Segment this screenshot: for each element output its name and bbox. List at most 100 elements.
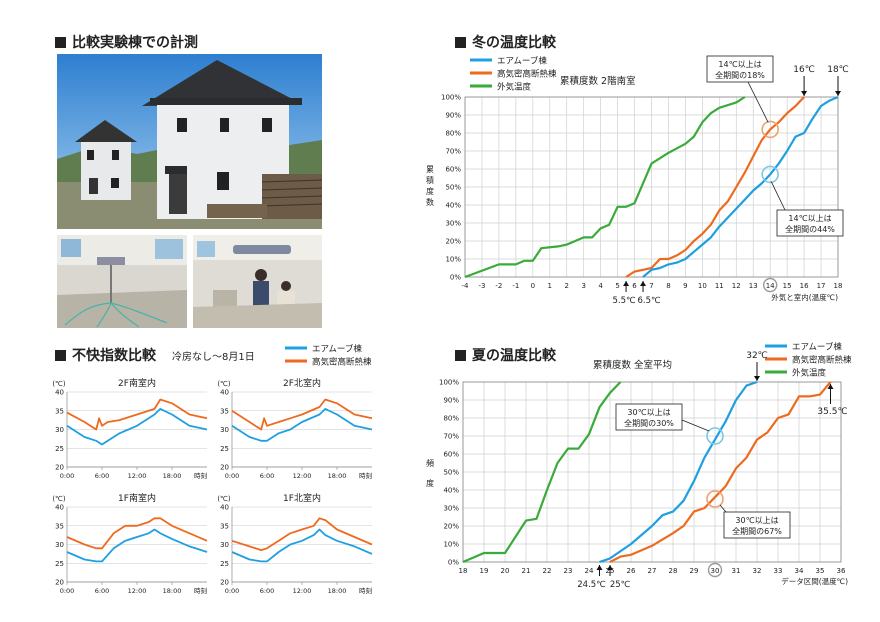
y-tick-label: 20% [443,523,459,531]
winter-chart: -4 -3 -2 -1 0 1 2 3 4 5 6 7 8 9 10 11 12 13 14 15 16 17 180%10… [426,56,849,307]
x-tick-label: 20 [501,567,510,575]
highlight-tick-circle [762,277,778,293]
x-tick-label: 22 [543,567,552,575]
di_1f_north-series-airmove [231,528,373,563]
y-tick-label: 60% [445,166,461,174]
x-tick-label: 12:00 [293,587,312,595]
section-marker [55,36,66,48]
y-tick-label: 50% [445,184,461,192]
x-tick-label: 6:00 [260,587,275,595]
x-tick-label: 12:00 [128,587,147,595]
di_1f_north-title: 1F北室内 [283,492,321,504]
x-tick-label: 35 [816,567,825,575]
x-tick-label: 36 [837,567,846,575]
callout-leader [719,504,727,513]
x-tick-label: 0:00 [225,472,240,480]
winter-airmove-marker [761,165,779,184]
summer-callout-highseal-text: 全期間の67% [732,526,782,536]
y-tick-label: 80% [445,130,461,138]
x-tick-label: 5 [615,282,619,290]
arrow-head [801,91,808,96]
x-tick-label: 18 [459,567,468,575]
y-tick-label: 35 [220,407,229,415]
y-tick-label: 50% [443,469,459,477]
x-tick-label: 11 [715,282,724,290]
arrow-head [640,281,647,286]
legend-label-outside: 外気温度 [497,82,532,93]
x-tick-label: 10 [698,282,707,290]
winter-callout-highseal-text: 14℃以上は [718,60,761,69]
x-tick-label: 18:00 [328,587,347,595]
winter-title-text: 冬の温度比較 [472,35,556,51]
x-tick-label: -2 [495,282,502,290]
x-tick-label: 27 [648,567,657,575]
y-tick-label: 25 [220,560,229,568]
di_1f_south-series-airmove [66,528,208,563]
x-unit-label: 時刻 [359,586,372,595]
di_2f_south-series-highseal [66,398,208,431]
callout-leader [747,81,769,123]
x-tick-label: 2 [564,282,568,290]
y-tick-label: 70% [443,433,459,441]
y-tick-label: 90% [445,112,461,120]
summer-ylabel-char: 度 [426,478,434,488]
x-tick-label: 18:00 [163,587,182,595]
winter-series-airmove [642,95,839,278]
y-tick-label: 25 [220,445,229,453]
summer-callout-airmove-text: 30℃以上は [627,408,670,417]
y-tick-label: 100% [439,379,459,387]
x-tick-label: 31 [732,567,741,575]
di_1f_south-series-highseal [66,517,208,550]
y-tick-label: 25 [55,445,64,453]
x-tick-label: 23 [564,567,573,575]
x-tick-label: 18 [834,282,843,290]
plot-frame [462,381,842,563]
y-tick-label: 90% [443,397,459,405]
x-tick-label: 28 [669,567,678,575]
y-tick-label: 40% [445,202,461,210]
y-unit-label: (℃) [217,495,231,503]
x-tick-label: 0:00 [60,472,75,480]
y-tick-label: 30% [445,220,461,228]
y-tick-label: 20 [55,464,64,472]
summer-label-35-5c: 35.5℃ [817,407,847,417]
winter-label-16c: 16℃ [793,65,815,75]
di_2f_north-title: 2F北室内 [283,377,321,389]
y-tick-label: 40 [220,389,229,397]
summer-chart-title: 累積度数 全室平均 [593,359,672,371]
di_1f_north-series-highseal [231,517,373,551]
y-tick-label: 70% [445,148,461,156]
y-tick-label: 20 [220,579,229,587]
x-tick-label: 33 [774,567,783,575]
x-tick-label: 3 [581,282,585,290]
y-tick-label: 30 [220,541,229,549]
y-tick-label: 35 [55,522,64,530]
winter-callout-airmove-text: 14℃以上は [788,214,831,223]
y-tick-label: 30% [443,505,459,513]
summer-chart: 181920212223242526272829303132333435360%… [426,342,852,591]
y-tick-label: 35 [55,407,64,415]
x-unit-label: 時刻 [359,471,372,480]
di_1f_south-chart: 1F南室内 (℃) 20 25 30 35 40 0:00 6:00 12:00 18:00 時刻 [52,492,208,595]
summer-series-airmove [599,380,758,564]
y-tick-label: 40 [220,504,229,512]
y-tick-label: 40% [443,487,459,495]
summer-label-32c: 32℃ [746,351,768,361]
arrow-head [827,384,834,389]
x-tick-label: 21 [522,567,531,575]
summer-xlabel: データ区間(温度℃) [781,576,848,586]
summer-highseal-marker [706,490,724,508]
arrow-head [607,565,613,570]
x-tick-label: 0 [531,282,535,290]
y-tick-label: 30 [55,426,64,434]
x-tick-label: 12:00 [293,472,312,480]
section-experiment-title: 比較実験棟での計測 [55,32,198,52]
legend-label-highseal: 高気密高断熱棟 [792,355,852,366]
summer-series-highseal [609,381,832,563]
winter-label-6-5c: 6.5℃ [637,296,661,306]
y-tick-label: 30 [55,541,64,549]
legend-label-highseal: 高気密高断熱棟 [497,69,557,80]
winter-ylabel-char: 度 [426,186,434,196]
winter-chart-title: 累積度数 2階南室 [560,75,636,87]
x-tick-label: 4 [598,282,603,290]
